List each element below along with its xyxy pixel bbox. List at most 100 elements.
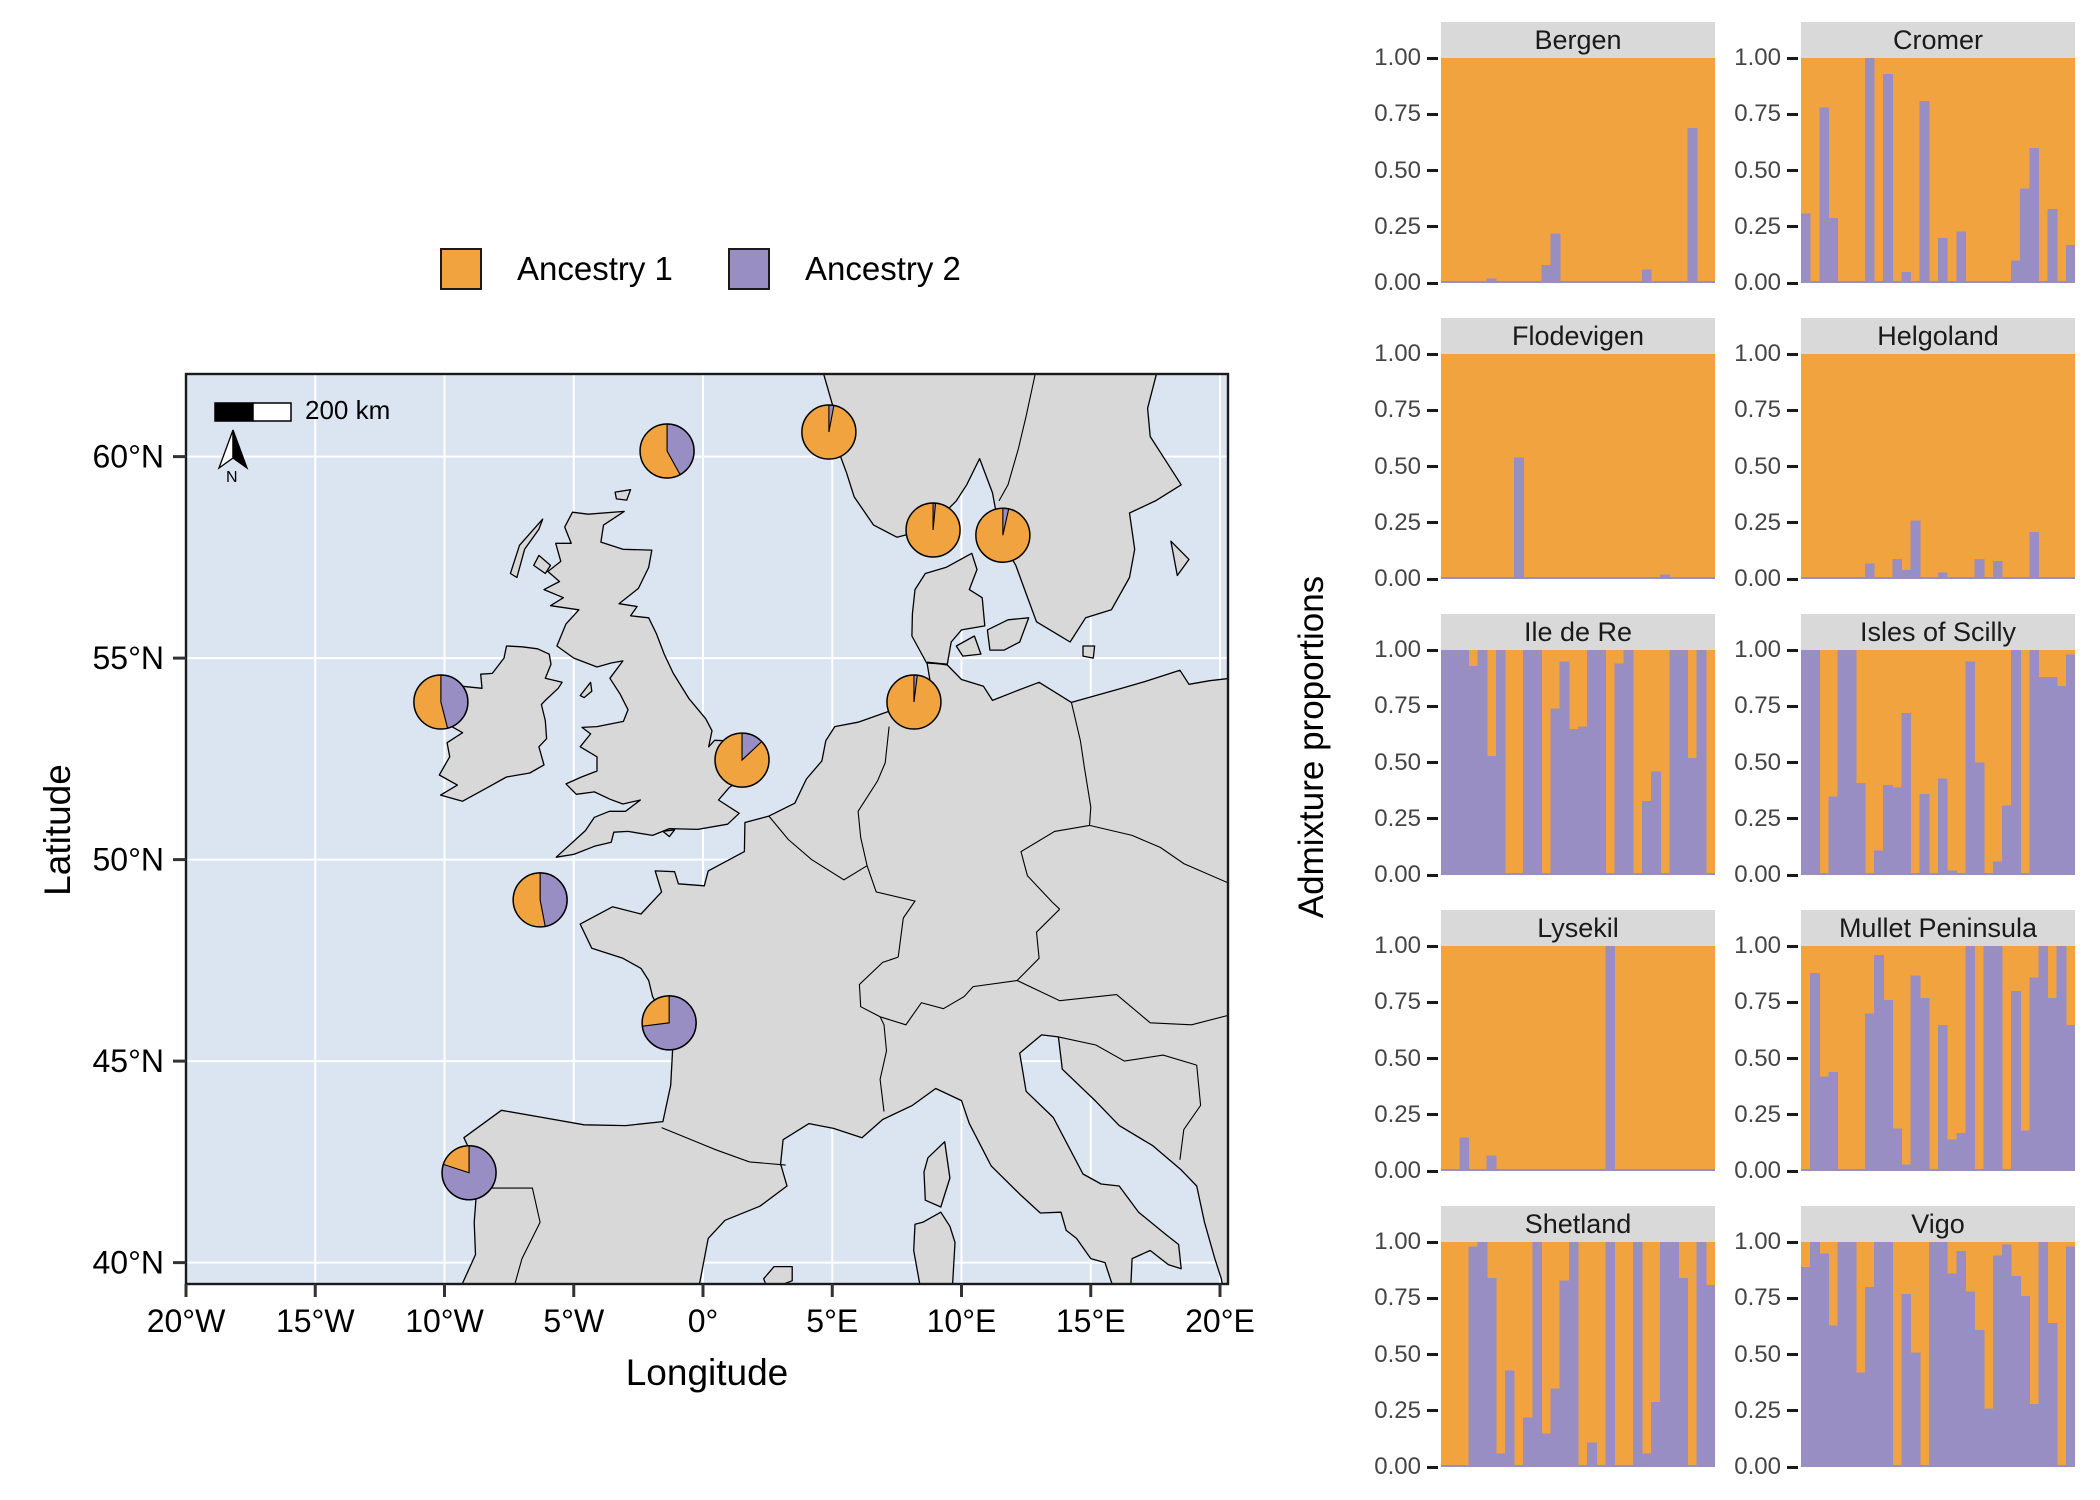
admixture-plot-mullet-peninsula	[1801, 946, 2075, 1171]
map-xtick-20-e: 20°E	[1185, 1303, 1255, 1339]
panel-ytick-label: 0.00	[1734, 565, 1781, 592]
map-axes: 20°W 15°W 10°W 5°W 0° 5°E 10°E 15°E 20°E 60°N 55°N…	[93, 439, 1255, 1339]
pie-shetland	[639, 423, 695, 479]
panel-ytick-mark	[1427, 648, 1438, 652]
panel-ytick-mark	[1427, 1409, 1438, 1413]
panel-ytick-label: 0.25	[1374, 1396, 1421, 1424]
panel-ytick-mark	[1787, 1353, 1798, 1356]
panel-ytick-label: 0.25	[1374, 508, 1421, 536]
panel-ytick-mark	[1787, 225, 1798, 229]
panel-ytick-mark	[1427, 521, 1438, 525]
panel-strip-vigo: Vigo	[1801, 1206, 2075, 1242]
panel-ytick-label: 0.25	[1734, 1396, 1781, 1424]
panel-ytick-mark	[1427, 1240, 1438, 1244]
panel-ytick-label: 0.75	[1734, 988, 1781, 1016]
panel-ytick-mark	[1787, 1465, 1798, 1469]
panel-ytick-label: 0.75	[1734, 396, 1781, 424]
panel-ytick-mark	[1427, 704, 1438, 708]
panel-ytick-mark	[1787, 1057, 1798, 1060]
panel-ytick-label: 1.00	[1374, 1228, 1421, 1255]
panel-ytick-mark	[1787, 577, 1798, 581]
panel-ytick-mark	[1427, 577, 1438, 581]
ancestry1-color-swatch	[440, 248, 482, 290]
panel-title-bergen: Bergen	[1534, 24, 1622, 55]
panel-title-cromer: Cromer	[1892, 24, 1983, 55]
panel-ytick-mark	[1427, 225, 1438, 229]
map-ytick-60-n: 60°N	[93, 439, 165, 475]
panel-ytick-label: 0.50	[1734, 748, 1781, 776]
panel-ytick-label: 0.50	[1374, 1044, 1421, 1072]
panel-ytick-label: 0.00	[1374, 861, 1421, 888]
map-ytick-55-n: 55°N	[93, 640, 165, 676]
admixture-plot-ile-de-re	[1441, 650, 1715, 875]
panel-ytick-label: 1.00	[1734, 1228, 1781, 1255]
panel-ytick-label: 0.00	[1734, 1453, 1781, 1480]
panel-ytick-label: 0.50	[1734, 452, 1781, 480]
map-ytick-45-n: 45°N	[93, 1043, 165, 1079]
pie-cromer	[714, 732, 770, 788]
panel-ytick-label: 0.00	[1374, 1453, 1421, 1480]
panel-strip-ile-de-re: Ile de Re	[1441, 614, 1715, 650]
map-xtick-15-e: 15°E	[1056, 1303, 1126, 1339]
panel-ytick-mark	[1787, 944, 1798, 948]
scale-bar-label: 200 km	[305, 395, 390, 425]
panel-ytick-label: 0.00	[1734, 269, 1781, 296]
panel-ytick-mark	[1427, 873, 1438, 877]
panel-ytick-label: 0.00	[1374, 1157, 1421, 1184]
pie-lysekil	[975, 507, 1031, 563]
panel-ytick-mark	[1787, 817, 1798, 821]
panel-ytick-label: 0.25	[1734, 804, 1781, 832]
panel-strip-flodevigen: Flodevigen	[1441, 318, 1715, 354]
map-xtick-15-w: 15°W	[276, 1303, 355, 1339]
panel-ytick-mark	[1787, 56, 1798, 60]
panel-ytick-mark	[1787, 761, 1798, 764]
panel-ytick-mark	[1787, 521, 1798, 525]
admixture-plot-flodevigen	[1441, 354, 1715, 579]
pie-mullet-peninsula	[413, 674, 469, 730]
panel-ytick-label: 0.50	[1734, 1340, 1781, 1368]
panel-ytick-label: 0.25	[1374, 1100, 1421, 1128]
panel-strip-helgoland: Helgoland	[1801, 318, 2075, 354]
panel-ytick-mark	[1427, 169, 1438, 172]
panel-title-isles-of-scilly: Isles of Scilly	[1859, 616, 2017, 647]
panel-ytick-label: 0.50	[1374, 748, 1421, 776]
panel-ytick-label: 1.00	[1734, 636, 1781, 663]
panel-ytick-label: 0.25	[1734, 508, 1781, 536]
panel-strip-mullet-peninsula: Mullet Peninsula	[1801, 910, 2075, 946]
panel-ytick-mark	[1787, 465, 1798, 468]
map-xtick-20-w: 20°W	[147, 1303, 226, 1339]
pie-helgoland	[886, 674, 942, 730]
panel-strip-shetland: Shetland	[1441, 1206, 1715, 1242]
admixture-plot-vigo	[1801, 1242, 2075, 1467]
panel-ytick-mark	[1787, 281, 1798, 285]
panel-ytick-label: 1.00	[1374, 44, 1421, 71]
panel-ytick-mark	[1427, 1465, 1438, 1469]
legend-swatch-ancestry1	[440, 248, 482, 290]
panel-ytick-mark	[1787, 1240, 1798, 1244]
ancestry2-color-swatch	[728, 248, 770, 290]
panel-ytick-mark	[1787, 169, 1798, 172]
panel-ytick-mark	[1427, 408, 1438, 412]
panel-ytick-label: 0.50	[1734, 1044, 1781, 1072]
panel-title-vigo: Vigo	[1911, 1208, 1965, 1239]
panel-strip-bergen: Bergen	[1441, 22, 1715, 58]
panel-ytick-label: 0.25	[1734, 212, 1781, 240]
panel-ytick-label: 0.75	[1734, 692, 1781, 720]
panel-ytick-mark	[1787, 408, 1798, 412]
panel-ytick-mark	[1427, 281, 1438, 285]
panel-ytick-mark	[1427, 1057, 1438, 1060]
panel-ytick-label: 0.25	[1374, 212, 1421, 240]
panel-ytick-mark	[1787, 1409, 1798, 1413]
panel-title-ile-de-re: Ile de Re	[1523, 616, 1633, 647]
panel-ytick-label: 0.50	[1374, 1340, 1421, 1368]
panel-title-mullet-peninsula: Mullet Peninsula	[1838, 912, 2038, 943]
map-panel-border	[184, 372, 1230, 1286]
panel-ytick-label: 0.25	[1734, 1100, 1781, 1128]
panel-ytick-label: 0.25	[1374, 804, 1421, 832]
panel-ytick-mark	[1427, 1000, 1438, 1004]
panel-ytick-mark	[1787, 112, 1798, 116]
panel-ytick-mark	[1427, 465, 1438, 468]
panel-ytick-label: 0.50	[1374, 156, 1421, 184]
